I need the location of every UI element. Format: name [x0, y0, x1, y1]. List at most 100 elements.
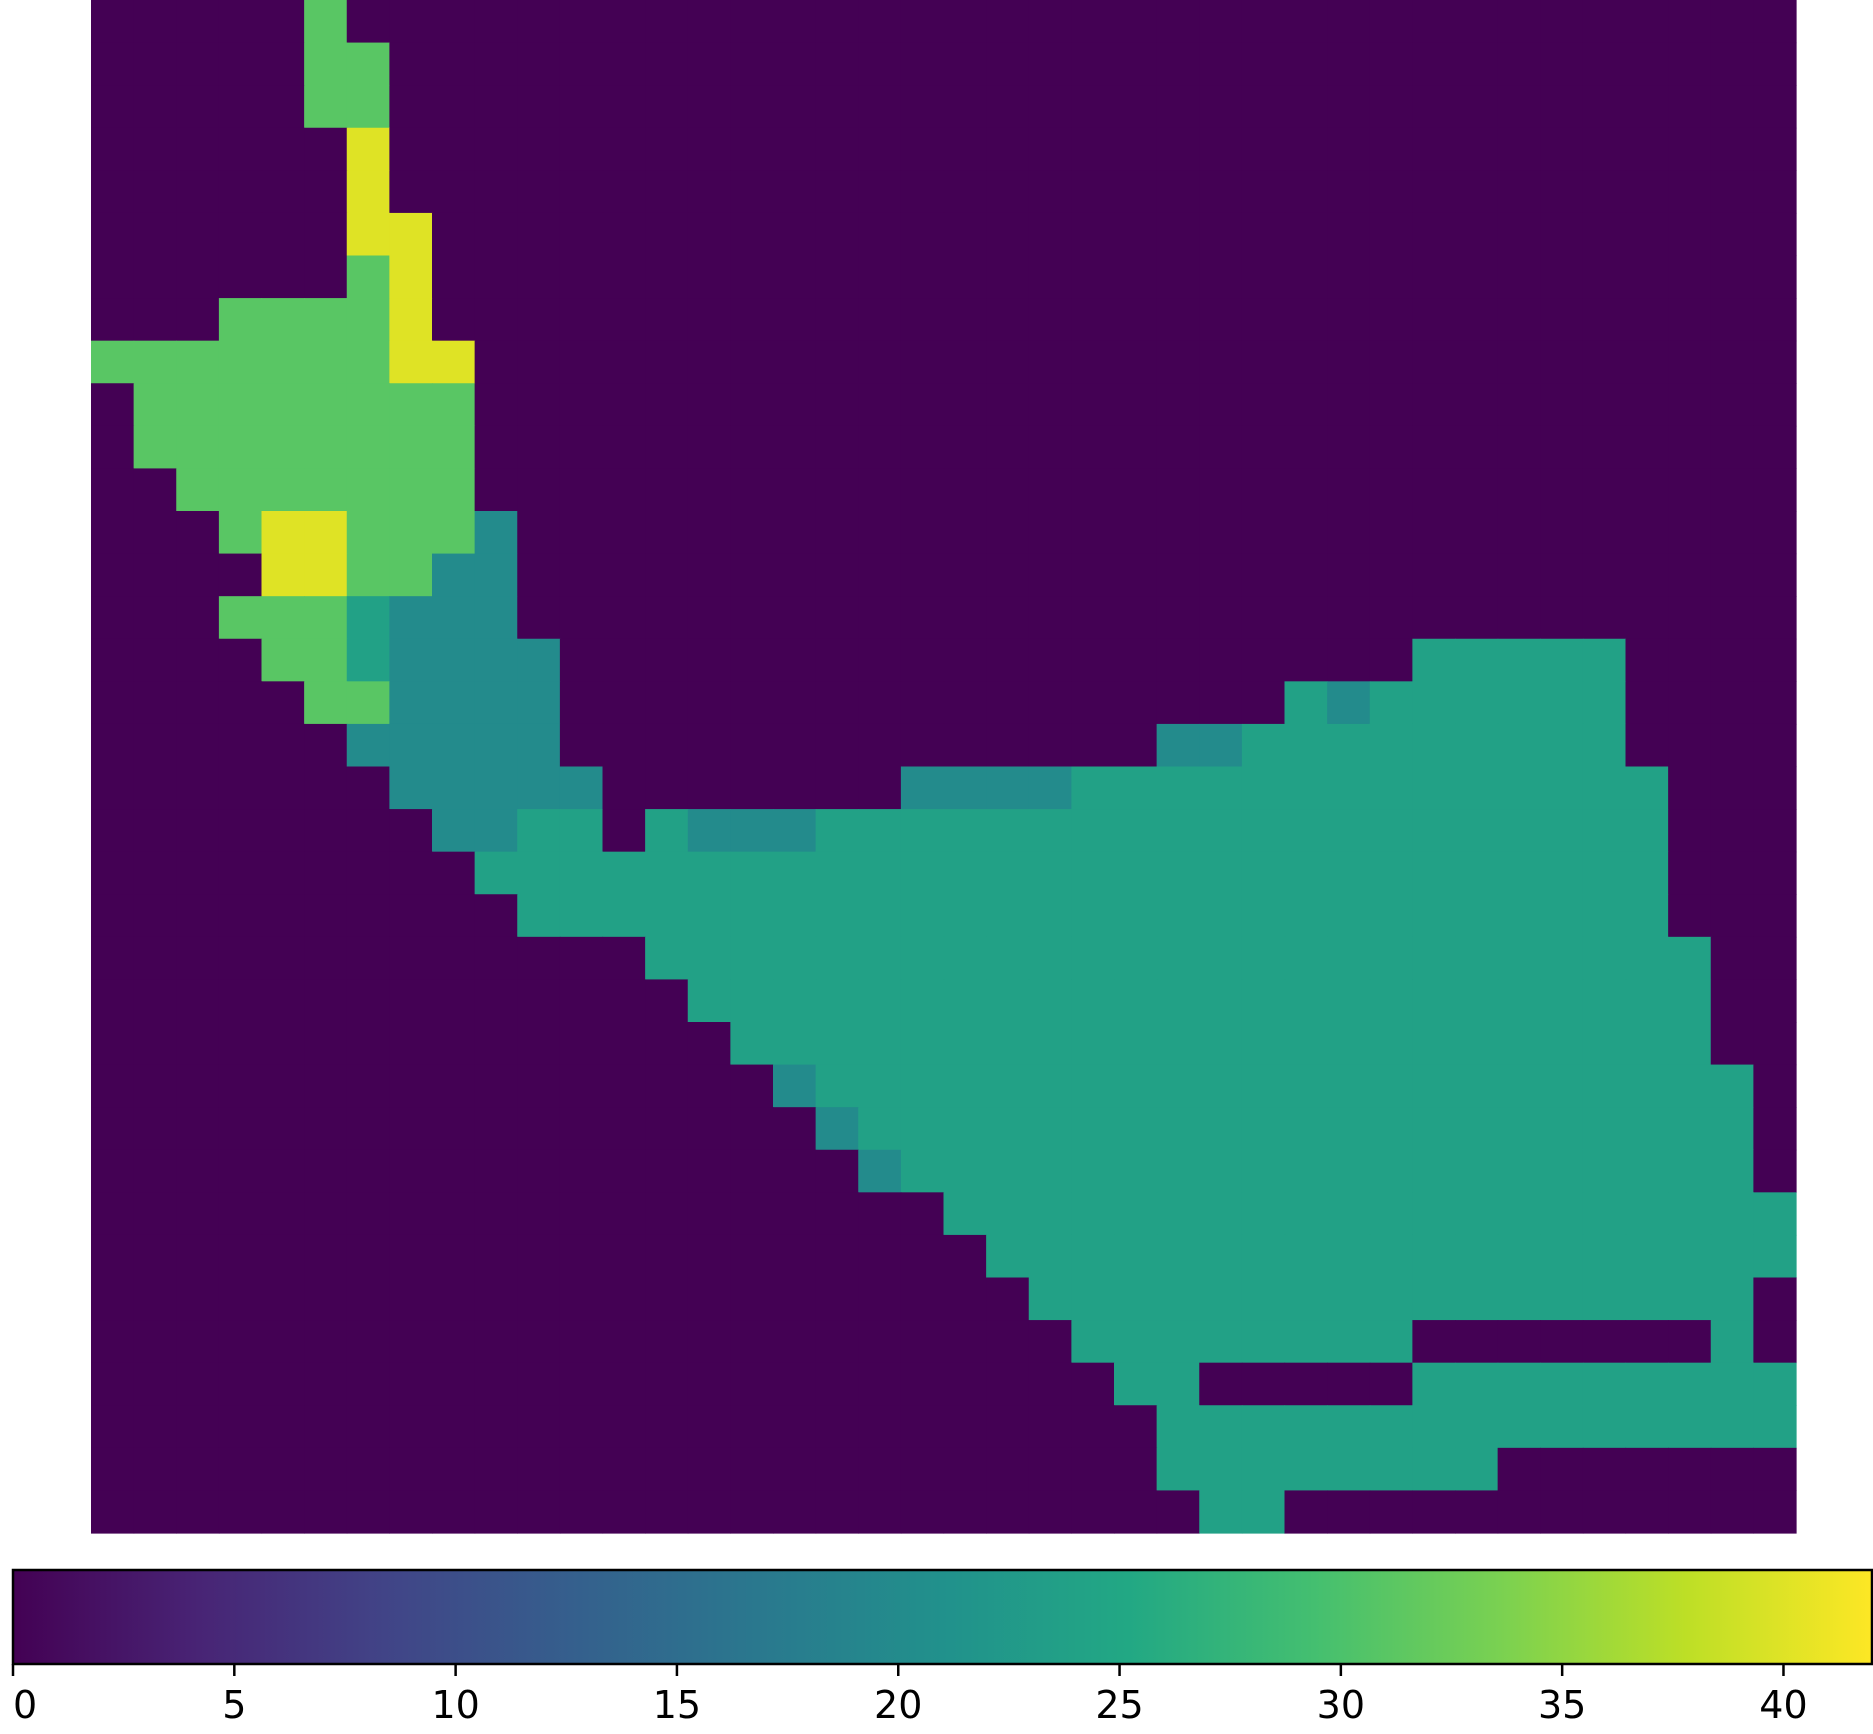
heatmap-cell — [602, 1107, 646, 1151]
heatmap-cell — [1455, 766, 1499, 810]
heatmap-cell — [1369, 681, 1413, 725]
heatmap-cell — [1071, 894, 1115, 938]
heatmap-cell — [1710, 42, 1754, 86]
heatmap-cell — [304, 1320, 348, 1364]
heatmap-cell — [1412, 1234, 1456, 1279]
heatmap-cell — [1156, 936, 1200, 981]
heatmap-cell — [1710, 425, 1754, 470]
heatmap-cell — [1327, 1192, 1371, 1236]
heatmap-cell — [943, 723, 987, 768]
heatmap-cell — [1199, 638, 1243, 682]
heatmap-cell — [1114, 681, 1158, 725]
colorbar-tick-label: 35 — [1538, 1683, 1586, 1727]
heatmap-cell — [176, 1447, 220, 1492]
colorbar-tick-label: 15 — [653, 1683, 701, 1727]
heatmap-cell — [1241, 766, 1286, 810]
heatmap-cell — [346, 809, 390, 853]
heatmap-cell — [559, 298, 604, 342]
heatmap-cell — [1028, 1234, 1072, 1279]
heatmap-cell — [1540, 1277, 1584, 1321]
heatmap-cell — [1156, 638, 1200, 682]
heatmap-cell — [432, 809, 476, 853]
heatmap-cell — [432, 1107, 476, 1151]
heatmap-cell — [91, 1447, 135, 1492]
heatmap-cell — [1753, 1022, 1797, 1066]
heatmap-cell — [687, 1234, 731, 1279]
heatmap-cell — [858, 1234, 902, 1279]
heatmap-cell — [1710, 809, 1754, 853]
heatmap-cell — [1710, 170, 1754, 214]
heatmap-cell — [858, 511, 902, 555]
heatmap-cell — [133, 1362, 177, 1406]
heatmap-cell — [1582, 212, 1627, 257]
heatmap-cell — [1156, 1362, 1200, 1406]
heatmap-cell — [1284, 212, 1328, 257]
heatmap-cell — [1710, 212, 1754, 257]
heatmap-cell — [1625, 851, 1669, 895]
heatmap-cell — [986, 340, 1030, 384]
heatmap-cell — [1540, 936, 1584, 981]
heatmap-cell — [1710, 596, 1754, 640]
heatmap-cell — [1028, 723, 1072, 768]
heatmap-cell — [1114, 1064, 1158, 1108]
heatmap-cell — [1540, 127, 1584, 171]
heatmap-cell — [1156, 255, 1200, 299]
heatmap-cell — [773, 0, 817, 44]
heatmap-cell — [346, 1277, 390, 1321]
heatmap-cell — [943, 212, 987, 257]
heatmap-cell — [1710, 1405, 1754, 1449]
heatmap-cell — [1028, 1320, 1072, 1364]
heatmap-cell — [1028, 425, 1072, 470]
heatmap-cell — [1241, 85, 1286, 129]
heatmap-cell — [815, 681, 859, 725]
heatmap-cell — [218, 1277, 263, 1321]
heatmap-cell — [645, 383, 689, 427]
heatmap-cell — [346, 1405, 390, 1449]
heatmap-cell — [559, 255, 604, 299]
heatmap-cell — [1156, 1107, 1200, 1151]
heatmap-cell — [346, 979, 390, 1023]
heatmap-cell — [389, 340, 433, 384]
heatmap-cell — [432, 340, 476, 384]
heatmap-cell — [687, 1277, 731, 1321]
heatmap-cell — [389, 638, 433, 682]
heatmap-cell — [1710, 894, 1754, 938]
heatmap-cell — [900, 596, 945, 640]
heatmap-cell — [858, 340, 902, 384]
heatmap-cell — [261, 596, 305, 640]
heatmap-cell — [176, 1320, 220, 1364]
heatmap-cell — [389, 894, 433, 938]
heatmap-cell — [346, 1192, 390, 1236]
heatmap-cell — [687, 638, 731, 682]
heatmap-cell — [389, 1362, 433, 1406]
heatmap-cell — [1241, 894, 1286, 938]
heatmap-cell — [986, 809, 1030, 853]
heatmap-cell — [133, 1192, 177, 1236]
heatmap-cell — [1327, 212, 1371, 257]
heatmap-cell — [1071, 596, 1115, 640]
heatmap-cell — [602, 596, 646, 640]
heatmap-cell — [176, 127, 220, 171]
heatmap-cell — [815, 0, 859, 44]
heatmap-cell — [900, 1362, 945, 1406]
heatmap-cell — [858, 1447, 902, 1492]
heatmap-cell — [1241, 0, 1286, 44]
heatmap-cell — [1753, 1320, 1797, 1364]
heatmap-cell — [773, 1064, 817, 1108]
heatmap-cell — [1497, 1447, 1541, 1492]
heatmap-cell — [986, 468, 1030, 512]
heatmap-cell — [1327, 1234, 1371, 1279]
heatmap-cell — [1668, 936, 1712, 981]
heatmap-cell — [687, 1320, 731, 1364]
heatmap-cell — [1114, 383, 1158, 427]
heatmap-cell — [218, 127, 263, 171]
heatmap-cell — [1625, 0, 1669, 44]
heatmap-cell — [1710, 1447, 1754, 1492]
heatmap-cell — [730, 1362, 774, 1406]
heatmap-cell — [1582, 681, 1627, 725]
heatmap-cell — [1327, 1107, 1371, 1151]
heatmap-cell — [1071, 0, 1115, 44]
heatmap-cell — [474, 340, 518, 384]
heatmap-cell — [432, 468, 476, 512]
heatmap-cell — [1710, 1362, 1754, 1406]
